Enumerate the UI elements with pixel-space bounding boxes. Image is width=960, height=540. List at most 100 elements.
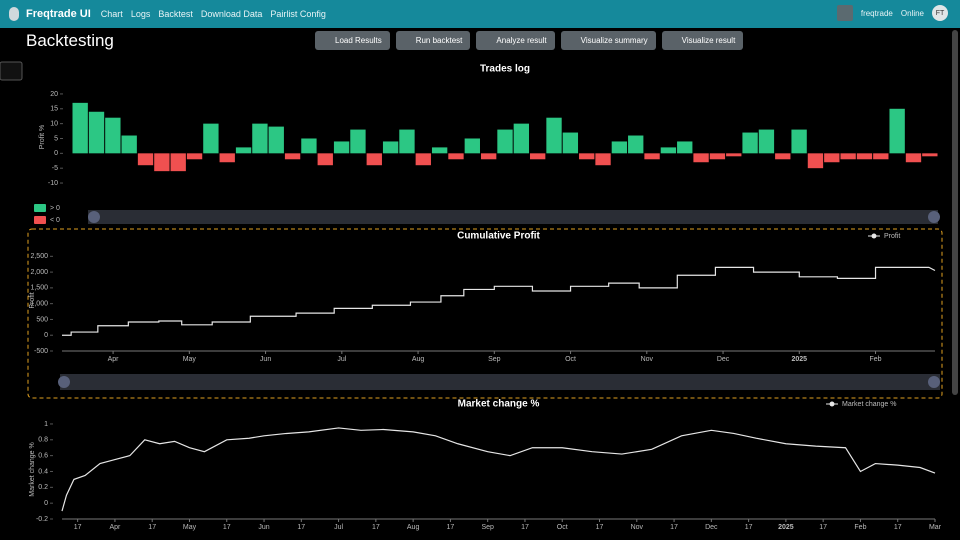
y-tick-label: 1,000 [30,301,48,308]
nav-link[interactable]: Logs [130,9,151,19]
series-line [62,266,936,336]
zoom-slider[interactable] [60,374,940,390]
y-axis-label: Profit % [39,125,46,150]
y-tick-label: 10 [50,120,58,127]
x-tick-label: 17 [819,524,827,531]
bar [350,129,366,154]
y-tick-label: 500 [36,316,48,323]
bar [105,117,121,154]
bar [317,153,333,166]
x-tick-label: 2025 [791,356,807,363]
bar [121,135,137,154]
bar [415,153,431,166]
legend-dot [871,233,877,239]
y-tick-label: 2,500 [30,253,48,260]
page-title: Backtesting [26,31,114,50]
y-tick-label: 2,000 [30,269,48,276]
bar [775,153,791,160]
y-tick-label: 0.2 [38,484,48,491]
nav-right: freqtrade Online FT [836,5,948,21]
slider-handle[interactable] [928,211,940,223]
scrollbar[interactable] [952,30,958,395]
bar [905,153,922,163]
x-tick-label: Sep [481,524,494,531]
sidebar-toggle[interactable] [0,61,23,81]
nav-link[interactable]: Download Data [200,9,263,19]
bar [742,132,758,154]
x-tick-label: 17 [670,524,678,531]
x-tick-label: Jun [260,356,271,363]
brand[interactable]: Freqtrade UI [26,8,91,20]
y-tick-label: 0 [44,332,48,339]
bar [448,153,464,160]
navbar: Freqtrade UI Chart Logs Backtest Downloa… [0,0,960,28]
legend-label: > 0 [50,205,60,212]
y-tick-label: 0 [44,500,48,507]
bar [824,153,840,163]
bar [301,138,317,154]
x-tick-label: 17 [894,524,902,531]
button[interactable]: Visualize result [661,31,744,50]
button[interactable]: Run backtest [395,31,471,50]
y-tick-label: -5 [52,165,58,172]
bar [170,153,186,172]
legend-label: Market change % [842,401,896,408]
bar [889,108,905,154]
bar [382,141,399,154]
legend-swatch [34,204,46,212]
bar [203,123,219,154]
x-tick-label: Nov [631,524,644,531]
bar [758,129,775,154]
bar [693,153,709,163]
toolbar: Load Results Run backtest Analyze result… [315,31,744,50]
x-tick-label: Jul [337,356,346,363]
avatar[interactable]: FT [932,5,948,21]
bar [807,153,824,169]
y-tick-label: 0.8 [38,437,48,444]
bar [873,153,889,160]
y-tick-label: 15 [50,106,58,113]
x-tick-label: Oct [557,524,568,531]
bar [709,153,726,160]
slider-handle[interactable] [928,376,940,388]
legend-label: Profit [884,233,900,240]
x-tick-label: 17 [148,524,156,531]
user[interactable]: freqtrade [860,8,893,18]
x-tick-label: 17 [745,524,753,531]
nav-link[interactable]: Pairlist Config [270,9,326,19]
bar [562,132,579,154]
y-tick-label: -10 [48,180,58,187]
y-tick-label: 0.4 [38,468,48,475]
bar [595,153,611,166]
button[interactable]: Visualize summary [560,31,656,50]
y-tick-label: -0.2 [36,516,48,523]
zoom-slider[interactable] [88,210,938,224]
y-axis-label: Market change % [29,442,36,496]
x-tick-label: 17 [447,524,455,531]
x-tick-label: Dec [705,524,718,531]
highlight-box [27,228,943,399]
y-tick-label: 0 [54,150,58,157]
bar [513,123,530,154]
slider-handle[interactable] [88,211,100,223]
button[interactable]: Analyze result [476,31,555,50]
y-tick-label: -500 [34,348,48,355]
legend-dot [829,401,835,407]
bar [399,129,415,154]
legend-swatch [34,216,46,224]
x-tick-label: 17 [372,524,380,531]
y-axis-label: Profit [29,292,36,308]
slider-handle[interactable] [58,376,70,388]
refresh-button[interactable] [836,5,853,21]
series-line [61,427,936,512]
y-tick-label: 1,500 [30,285,48,292]
x-tick-label: Mar [929,524,942,531]
bar [856,153,873,160]
button[interactable]: Load Results [315,31,390,50]
logo [9,7,19,21]
bar [366,153,382,166]
bar [644,153,660,160]
nav-link[interactable]: Backtest [158,9,193,19]
nav-link[interactable]: Chart [100,9,123,19]
x-tick-label: 2025 [778,524,794,531]
